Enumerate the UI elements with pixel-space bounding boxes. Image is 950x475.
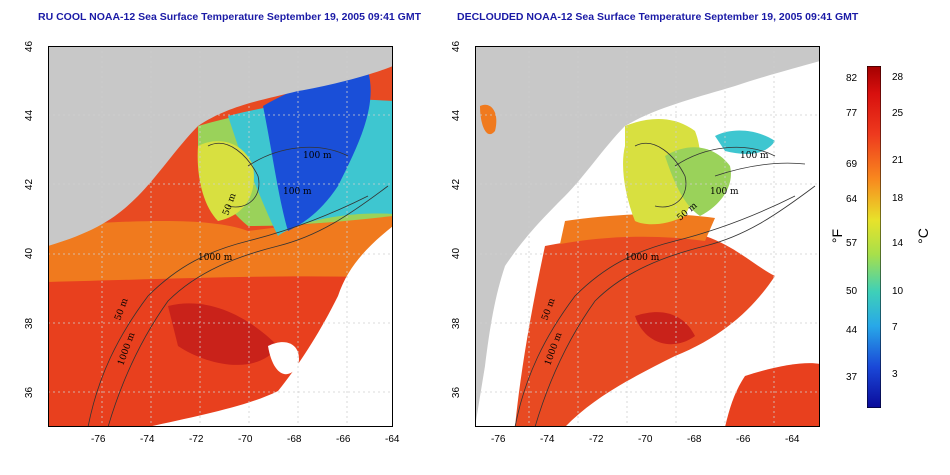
gulf-yellow-water xyxy=(623,119,701,225)
cloud-central xyxy=(268,342,299,375)
land-mass xyxy=(48,46,393,246)
x-tick: -68 xyxy=(287,434,302,445)
x-tick: -66 xyxy=(736,434,751,445)
cloud-east xyxy=(148,226,393,427)
deep-warm-patch xyxy=(168,303,278,365)
x-tick: -72 xyxy=(589,434,604,445)
fahrenheit-tick: 82 xyxy=(846,73,858,84)
orange-band xyxy=(48,214,393,282)
x-tick: -72 xyxy=(189,434,204,445)
left-map-title: RU COOL NOAA-12 Sea Surface Temperature … xyxy=(38,11,422,23)
fahrenheit-tick: 44 xyxy=(846,325,858,336)
y-tick: 46 xyxy=(24,40,36,53)
x-tick: -68 xyxy=(687,434,702,445)
warm-water-south xyxy=(725,363,820,427)
y-tick: 44 xyxy=(451,109,463,122)
temperature-colorbar xyxy=(867,66,881,408)
grid-lines xyxy=(475,46,820,427)
fahrenheit-tick: 77 xyxy=(846,108,858,119)
celsius-tick: 21 xyxy=(892,155,904,166)
contour-label: 1000 m xyxy=(198,253,233,263)
grid-lines xyxy=(48,46,393,427)
contour-label: 1000 m xyxy=(625,253,660,263)
nova-scotia-land xyxy=(298,46,393,70)
y-tick: 36 xyxy=(451,386,463,399)
bathymetry-contours xyxy=(514,143,816,427)
celsius-tick: 28 xyxy=(892,72,904,83)
contour-label: 100 m xyxy=(740,151,769,161)
yellow-shelf xyxy=(197,141,254,221)
cape-cod-land xyxy=(480,104,497,135)
y-tick: 40 xyxy=(24,247,36,260)
map-frame xyxy=(475,46,820,427)
celsius-tick: 18 xyxy=(892,193,904,204)
map-frame xyxy=(48,46,393,427)
fahrenheit-unit-label: °F xyxy=(829,228,846,244)
y-tick: 38 xyxy=(451,317,463,330)
x-tick: -74 xyxy=(140,434,155,445)
y-tick: 36 xyxy=(24,386,36,399)
y-tick: 42 xyxy=(451,178,463,191)
y-tick: 46 xyxy=(451,40,463,53)
y-tick: 42 xyxy=(24,178,36,191)
fahrenheit-tick: 37 xyxy=(846,372,858,383)
x-tick: -64 xyxy=(785,434,800,445)
fahrenheit-tick: 69 xyxy=(846,159,858,170)
x-tick: -70 xyxy=(638,434,653,445)
x-tick: -66 xyxy=(336,434,351,445)
deep-warm-patch xyxy=(635,312,695,345)
bathymetry-contours xyxy=(87,143,389,427)
x-tick: -70 xyxy=(238,434,253,445)
right-map-title: DECLOUDED NOAA-12 Sea Surface Temperatur… xyxy=(457,11,859,23)
celsius-tick: 7 xyxy=(892,322,898,333)
land-mass xyxy=(475,46,820,427)
right-sst-map: 100 m 100 m 50 m 1000 m 50 m 1000 m xyxy=(475,46,820,427)
celsius-tick: 10 xyxy=(892,286,904,297)
contour-label: 100 m xyxy=(283,187,312,197)
celsius-tick: 25 xyxy=(892,108,904,119)
cold-blue-water xyxy=(263,71,371,231)
left-sst-map: 100 m 100 m 50 m 1000 m 50 m 1000 m xyxy=(48,46,393,427)
y-tick: 38 xyxy=(24,317,36,330)
contour-label: 100 m xyxy=(710,187,739,197)
y-tick: 40 xyxy=(451,247,463,260)
x-tick: -76 xyxy=(91,434,106,445)
fahrenheit-tick: 57 xyxy=(846,238,858,249)
celsius-tick: 3 xyxy=(892,369,898,380)
fahrenheit-tick: 64 xyxy=(846,194,858,205)
cyan-patch xyxy=(715,130,775,154)
gulf-green-water xyxy=(665,147,731,216)
contour-label: 100 m xyxy=(303,151,332,161)
x-tick: -74 xyxy=(540,434,555,445)
celsius-tick: 14 xyxy=(892,238,904,249)
x-tick: -64 xyxy=(385,434,400,445)
fahrenheit-tick: 50 xyxy=(846,286,858,297)
x-tick: -76 xyxy=(491,434,506,445)
celsius-unit-label: °C xyxy=(914,228,931,244)
y-tick: 44 xyxy=(24,109,36,122)
